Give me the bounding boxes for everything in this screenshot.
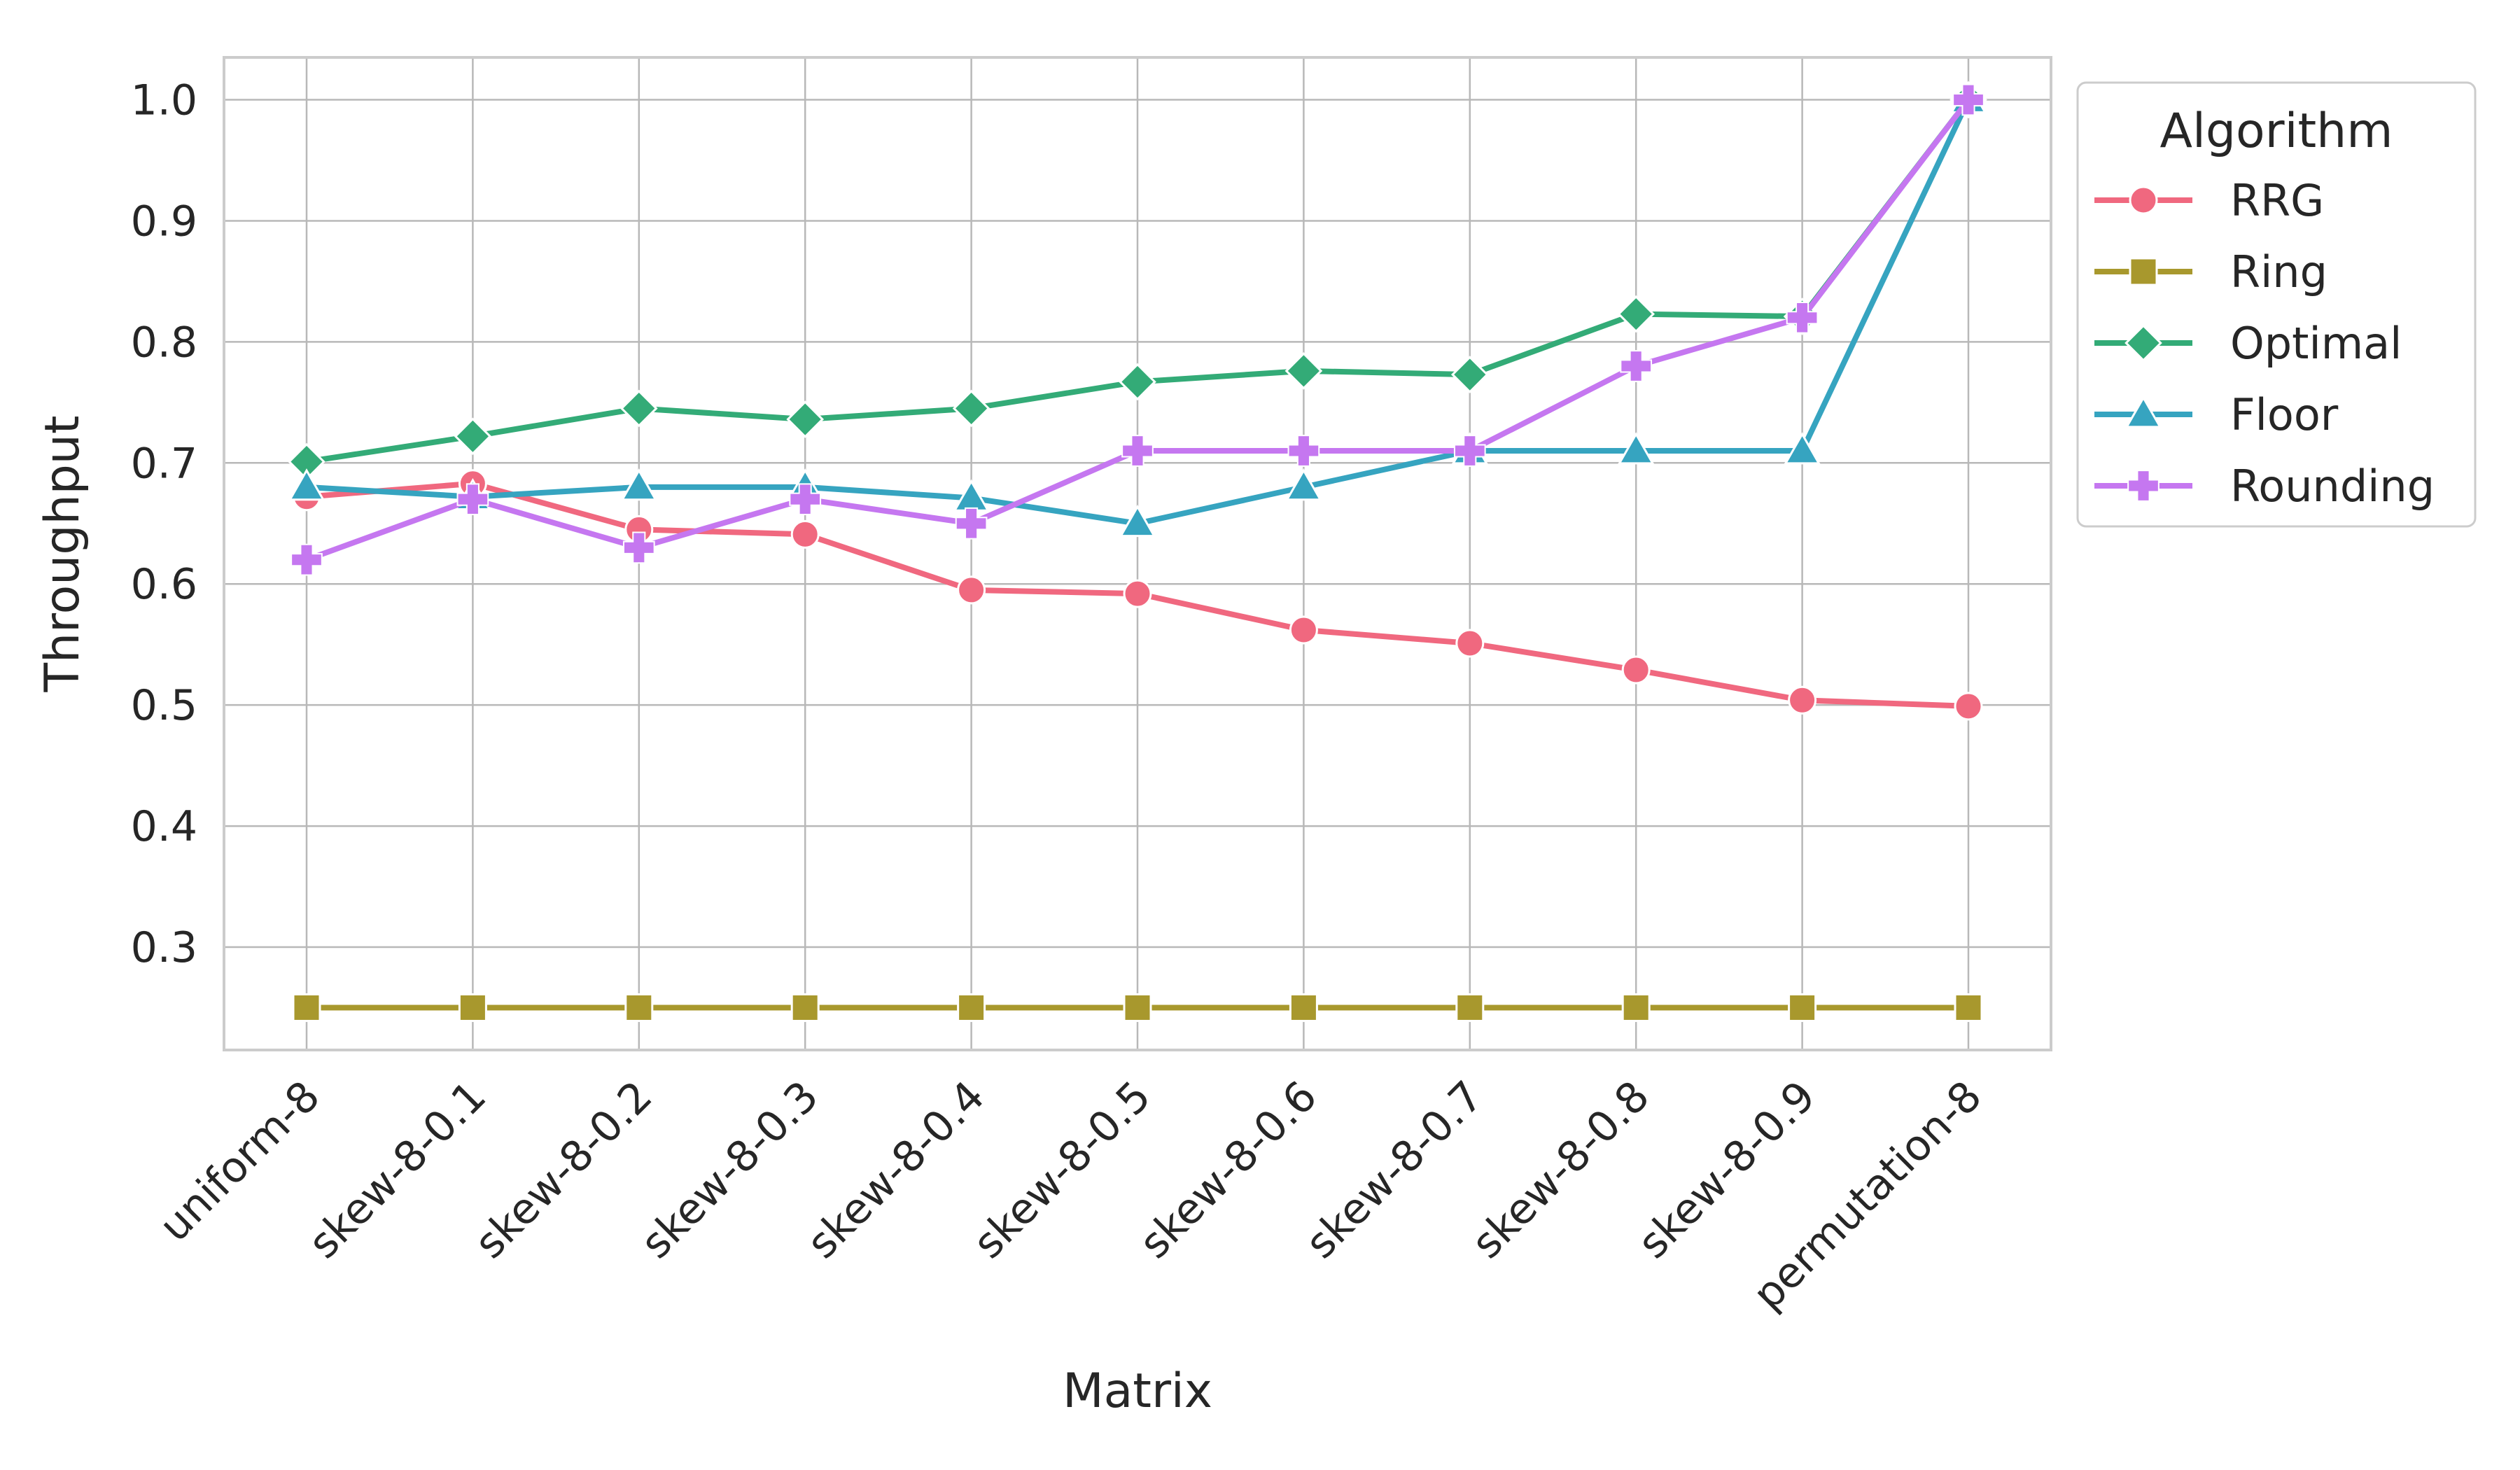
legend-title: Algorithm — [2160, 104, 2393, 159]
data-point — [1284, 352, 1323, 390]
data-point — [1123, 579, 1152, 608]
y-tick-label: 0.8 — [131, 318, 197, 367]
data-point — [1289, 615, 1318, 645]
legend-label: RRG — [2230, 175, 2324, 226]
plot-frame — [223, 56, 2052, 1051]
legend: Algorithm RRG Ring Optimal Floor Rounding — [2076, 81, 2477, 528]
x-tick-label: skew-8-0.3 — [631, 1072, 828, 1268]
y-tick-label: 0.4 — [131, 802, 197, 851]
data-point — [456, 483, 489, 516]
y-tick-label: 0.6 — [131, 560, 197, 609]
data-point — [955, 507, 988, 540]
data-point — [786, 400, 825, 438]
x-tick-label: skew-8-0.4 — [798, 1072, 995, 1268]
data-point — [1954, 692, 1983, 721]
y-tick-label: 1.0 — [131, 76, 197, 125]
legend-label: Floor — [2230, 389, 2339, 440]
legend-marker — [2124, 324, 2162, 362]
legend-item-ring: Ring — [2094, 246, 2328, 298]
x-tick-label: skew-8-0.5 — [964, 1072, 1161, 1268]
y-tick-label: 0.7 — [131, 439, 197, 488]
series-rounding — [290, 83, 1984, 576]
data-point — [1123, 993, 1152, 1022]
series-layer — [288, 80, 1987, 1022]
data-point — [1455, 993, 1485, 1022]
data-point — [789, 483, 822, 516]
data-point — [1617, 432, 1655, 465]
legend-marker — [2124, 396, 2162, 428]
y-tick-labels: 0.3 0.4 0.5 0.6 0.7 0.8 0.9 1.0 — [131, 76, 197, 972]
x-tick-label: uniform-8 — [150, 1072, 329, 1251]
legend-label: Ring — [2230, 246, 2328, 298]
data-point — [1287, 435, 1320, 467]
y-tick-label: 0.3 — [131, 923, 197, 972]
data-point — [622, 531, 655, 564]
y-axis-label: Throughput — [35, 416, 90, 693]
data-point — [1621, 655, 1651, 685]
x-tick-label: skew-8-0.7 — [1296, 1072, 1493, 1268]
data-point — [790, 519, 820, 549]
x-axis-label: Matrix — [1063, 1364, 1212, 1419]
data-point — [1453, 435, 1486, 467]
data-point — [1119, 504, 1156, 538]
data-point — [620, 389, 658, 428]
data-point — [292, 993, 321, 1022]
legend-marker — [2129, 186, 2158, 215]
x-tick-label: skew-8-0.2 — [465, 1072, 662, 1268]
series-ring — [292, 993, 1983, 1022]
data-point — [952, 389, 990, 428]
legend-item-optimal: Optimal — [2094, 318, 2402, 369]
data-point — [1621, 993, 1651, 1022]
data-point — [1617, 295, 1656, 333]
legend-items: RRG Ring Optimal Floor Rounding — [2094, 175, 2435, 512]
legend-item-rounding: Rounding — [2094, 461, 2435, 512]
legend-marker — [2129, 257, 2158, 286]
data-point — [624, 993, 654, 1022]
data-point — [957, 993, 986, 1022]
data-point — [957, 575, 986, 605]
data-point — [1450, 356, 1489, 393]
data-point — [1620, 350, 1653, 382]
data-point — [290, 543, 323, 576]
data-point — [1121, 435, 1154, 467]
y-tick-label: 0.5 — [131, 681, 197, 730]
data-point — [1788, 993, 1817, 1022]
grid — [224, 57, 2051, 1050]
legend-item-rrg: RRG — [2094, 175, 2324, 226]
legend-label: Rounding — [2230, 461, 2435, 512]
data-point — [1289, 993, 1318, 1022]
legend-marker — [2127, 470, 2160, 502]
data-point — [1285, 468, 1322, 501]
x-tick-label: skew-8-0.6 — [1130, 1072, 1326, 1268]
data-point — [454, 417, 492, 456]
data-point — [1952, 83, 1984, 116]
y-tick-label: 0.9 — [131, 197, 197, 246]
x-tick-label: skew-8-0.8 — [1462, 1072, 1659, 1268]
legend-label: Optimal — [2230, 318, 2402, 369]
data-point — [620, 468, 658, 501]
data-point — [790, 993, 820, 1022]
data-point — [458, 993, 487, 1022]
data-point — [1455, 629, 1485, 658]
x-tick-label: skew-8-0.1 — [299, 1072, 496, 1268]
data-point — [1784, 432, 1821, 465]
data-point — [1788, 685, 1817, 715]
legend-item-floor: Floor — [2094, 389, 2339, 440]
data-point — [288, 468, 326, 501]
data-point — [1786, 301, 1819, 334]
data-point — [1119, 363, 1156, 401]
x-tick-labels: uniform-8skew-8-0.1skew-8-0.2skew-8-0.3s… — [150, 1072, 1991, 1320]
data-point — [1954, 993, 1983, 1022]
